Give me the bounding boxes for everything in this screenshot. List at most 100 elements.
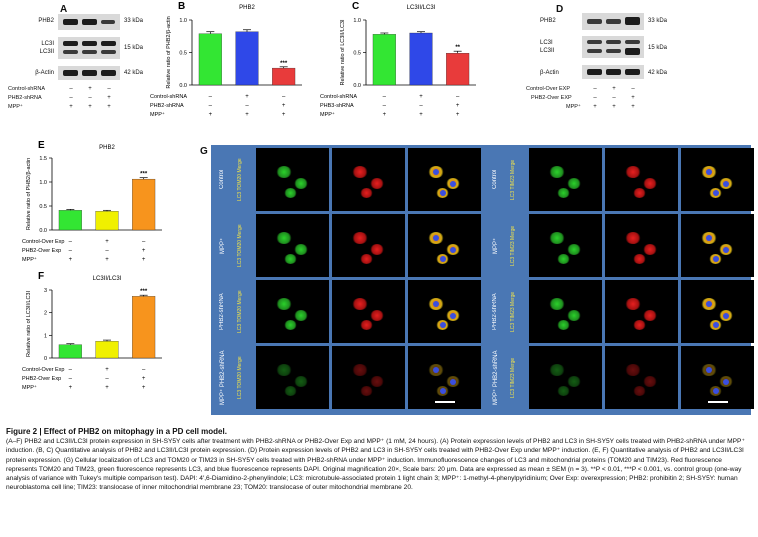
nucleus-dapi: [450, 246, 456, 253]
blot-d-mark: +: [631, 104, 635, 110]
cell-signal: [643, 310, 657, 321]
blot-d-cond-1: PHB2-Over EXP: [531, 95, 572, 101]
blot-a-cond-0: Control-shRNA: [8, 86, 45, 92]
blot-a-cond-1: PHB2-shRNA: [8, 95, 42, 101]
bar: [198, 33, 222, 86]
condition-label: PHB2-Over Exp: [22, 376, 61, 382]
nucleus-dapi: [712, 190, 719, 196]
cell-signal: [643, 178, 657, 189]
nucleus-dapi: [706, 169, 712, 175]
cell-signal: [370, 178, 384, 189]
condition-mark: –: [105, 376, 109, 382]
scale-bar: [708, 401, 728, 403]
blot-a-mark: +: [107, 95, 111, 101]
y-axis-label: Relative ratio of LC3II/LC3I: [340, 19, 346, 86]
blot-d-mark: +: [612, 104, 616, 110]
condition-mark: –: [209, 103, 213, 109]
y-tick-label: 0: [44, 356, 47, 362]
micrograph-lc3-channel: [529, 346, 602, 409]
nucleus-dapi: [450, 378, 456, 385]
condition-mark: +: [456, 103, 460, 109]
micrograph-merge: [408, 214, 481, 277]
micrograph-mito-channel: [605, 346, 678, 409]
cell-signal: [549, 364, 565, 376]
significance-label: ***: [280, 61, 288, 67]
cell-signal: [360, 386, 373, 396]
cell-signal: [284, 254, 297, 264]
condition-mark: +: [69, 257, 73, 263]
y-axis-label: Relative ratio of PHB2/β-actin: [26, 158, 32, 230]
micrograph-mito-channel: [605, 214, 678, 277]
nucleus-dapi: [433, 169, 439, 175]
cell-signal: [360, 188, 373, 198]
condition-mark: –: [419, 103, 423, 109]
blot-a-kda-42: 42 kDa: [124, 70, 144, 76]
cell-signal: [294, 244, 308, 255]
condition-mark: –: [69, 367, 73, 373]
condition-label: MPP⁺ PHB2-shRNA: [493, 350, 499, 405]
cell-signal: [625, 166, 641, 178]
y-tick-label: 3: [44, 288, 47, 294]
chart-title: PHB2: [239, 5, 255, 11]
condition-label: Control-shRNA: [320, 94, 357, 100]
panel-d-letter: D: [556, 4, 564, 15]
bar: [58, 210, 82, 231]
cell-signal: [643, 244, 657, 255]
y-tick-label: 2: [44, 311, 47, 317]
blot-d-mark: +: [593, 104, 597, 110]
stain-label: LC3 TIM23 Merge: [510, 357, 516, 398]
nucleus-dapi: [706, 367, 712, 373]
blot-a-row-phb2: PHB2: [38, 18, 54, 24]
nucleus-dapi: [723, 246, 729, 253]
blot-d-mark: –: [593, 86, 597, 92]
micrograph-row-label: MPP⁺ LC3 TOM20 Merge: [215, 214, 251, 277]
blot-a-mark: +: [88, 86, 92, 92]
cell-signal: [352, 166, 368, 178]
nucleus-dapi: [439, 256, 446, 262]
blot-d-kda-33: 33 kDa: [648, 18, 668, 24]
micrograph-mito-channel: [605, 148, 678, 211]
condition-mark: +: [142, 257, 146, 263]
condition-label: PHB2-shRNA: [150, 103, 184, 109]
condition-mark: –: [456, 94, 460, 100]
blot-d-mark: –: [593, 95, 597, 101]
bar: [409, 32, 433, 86]
blot-d-row-lc3i: LC3I: [540, 40, 553, 46]
cell-signal: [352, 298, 368, 310]
bar: [58, 344, 82, 359]
bar: [372, 34, 396, 86]
nucleus-dapi: [433, 301, 439, 307]
y-tick-label: 1.0: [179, 18, 187, 24]
nucleus-dapi: [433, 235, 439, 241]
blot-a-actin: [58, 66, 120, 80]
micrograph-merge: [681, 280, 754, 343]
blot-a-mark: –: [88, 95, 92, 101]
blot-d-phb2: [582, 13, 644, 30]
cell-signal: [633, 320, 646, 330]
cell-signal: [549, 298, 565, 310]
nucleus-dapi: [706, 301, 712, 307]
cell-signal: [549, 166, 565, 178]
condition-label: MPP⁺: [22, 384, 37, 391]
chart-title: PHB2: [99, 145, 115, 151]
micrograph-mito-channel: [332, 280, 405, 343]
micrograph-lc3-channel: [529, 214, 602, 277]
cell-signal: [294, 376, 308, 387]
micrograph-lc3-channel: [256, 214, 329, 277]
blot-d-mark: –: [612, 95, 616, 101]
nucleus-dapi: [712, 388, 719, 394]
y-tick-label: 0.5: [353, 51, 361, 57]
bar: [95, 341, 119, 359]
cell-signal: [567, 310, 581, 321]
cell-signal: [284, 188, 297, 198]
condition-label: MPP⁺ PHB2-shRNA: [220, 350, 226, 405]
chart-title: LC3II/LC3I: [93, 276, 122, 282]
blot-d-mark: –: [631, 86, 635, 92]
significance-label: **: [455, 45, 460, 51]
condition-mark: +: [419, 94, 423, 100]
blot-d-mark: +: [631, 95, 635, 101]
cell-signal: [294, 178, 308, 189]
cell-signal: [557, 254, 570, 264]
condition-mark: +: [142, 385, 146, 391]
condition-mark: +: [209, 112, 213, 118]
